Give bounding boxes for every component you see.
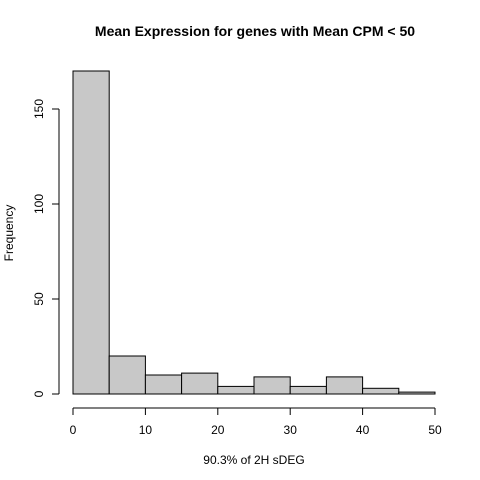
histogram-bar (362, 387, 400, 395)
histogram-bar (325, 376, 364, 395)
histogram-bar (217, 385, 255, 395)
x-tick-label: 0 (70, 423, 77, 437)
histogram-bar (398, 391, 436, 395)
x-axis-label: 90.3% of 2H sDEG (203, 453, 304, 467)
x-tick-label: 50 (428, 423, 442, 437)
x-tick-label: 40 (356, 423, 370, 437)
chart-title: Mean Expression for genes with Mean CPM … (95, 23, 415, 39)
x-tick-label: 30 (284, 423, 298, 437)
histogram-bar (253, 376, 291, 395)
y-axis: 0 50 100 150 (32, 99, 60, 397)
y-tick-label: 50 (32, 292, 46, 306)
histogram-bar (289, 385, 327, 395)
histogram-bar (144, 374, 183, 395)
histogram-bar (181, 372, 219, 395)
x-tick-label: 20 (211, 423, 225, 437)
x-axis: 0 10 20 30 40 50 (70, 407, 442, 437)
histogram-bar (108, 355, 146, 395)
y-tick-label: 0 (32, 390, 46, 397)
bars-group (72, 70, 436, 395)
y-tick-label: 150 (32, 99, 46, 119)
y-tick-label: 100 (32, 194, 46, 214)
y-axis-label: Frequency (2, 205, 16, 262)
histogram-bar (72, 70, 110, 395)
x-tick-label: 10 (139, 423, 153, 437)
